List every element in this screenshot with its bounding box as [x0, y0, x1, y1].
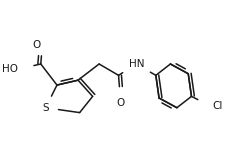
Text: S: S — [42, 103, 49, 113]
Text: Cl: Cl — [213, 101, 223, 111]
Text: O: O — [116, 98, 124, 108]
Text: HN: HN — [129, 59, 144, 69]
Text: HO: HO — [2, 64, 18, 74]
Text: O: O — [33, 40, 41, 50]
